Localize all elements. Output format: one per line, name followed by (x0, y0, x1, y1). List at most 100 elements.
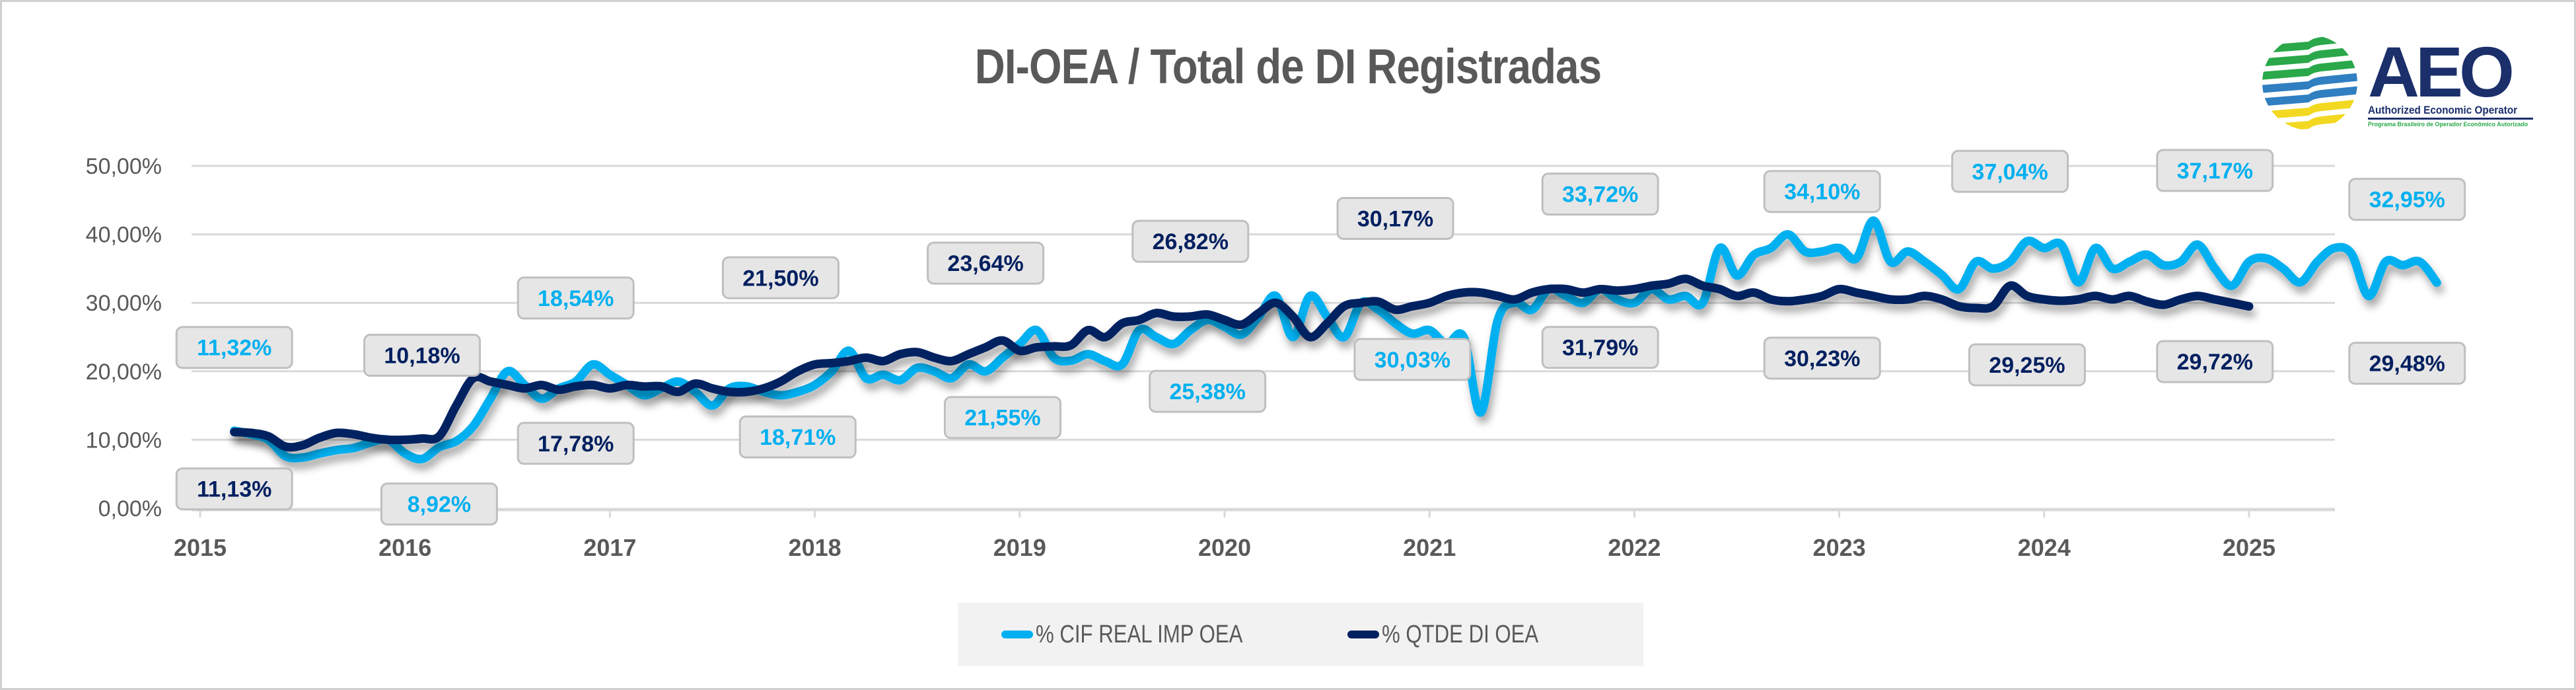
x-tick-label: 2015 (174, 534, 227, 561)
data-label: 29,48% (2348, 342, 2466, 385)
data-label-text: 31,79% (1562, 336, 1638, 361)
data-label-text: 23,64% (947, 251, 1023, 276)
data-label-text: 25,38% (1169, 379, 1245, 404)
logo-main-text: AEO (2368, 32, 2515, 112)
logo-rule (2368, 118, 2533, 120)
data-label-box (738, 415, 857, 459)
data-label-text: 18,71% (760, 425, 836, 450)
data-label-box (1968, 343, 2086, 387)
data-label-text: 30,03% (1375, 348, 1450, 373)
globe-stripes-icon (2262, 35, 2357, 130)
data-label-box (927, 241, 1045, 285)
data-label: 11,32% (175, 326, 293, 369)
data-label: 17,78% (517, 422, 635, 465)
data-label: 18,71% (738, 415, 857, 459)
globe-stripe (2262, 46, 2357, 67)
data-label-box (1763, 170, 1881, 213)
data-label-text: 29,48% (2369, 352, 2445, 377)
data-label: 30,17% (1336, 196, 1454, 240)
data-label-text: 10,18% (384, 344, 460, 369)
data-label-box (943, 396, 1061, 440)
legend-swatch-qtde (1347, 631, 1379, 638)
x-tick-label: 2022 (1608, 534, 1661, 561)
data-label-box (517, 422, 635, 465)
data-label-box (1336, 196, 1454, 240)
x-tick-label: 2021 (1403, 534, 1456, 561)
x-tick-label: 2025 (2223, 534, 2275, 561)
legend-label-qtde: % QTDE DI OEA (1382, 620, 1539, 648)
x-tick-label: 2018 (789, 534, 841, 561)
data-label: 34,10% (1763, 170, 1881, 213)
data-label: 21,55% (943, 396, 1061, 440)
data-label-text: 21,55% (964, 406, 1040, 431)
data-label-text: 32,95% (2369, 188, 2445, 213)
legend-item-cif[interactable]: % CIF REAL IMP OEA (1001, 603, 1288, 666)
series-line-cif (230, 216, 2441, 464)
data-label-box (175, 326, 293, 369)
logo-tagline: Programa Brasileiro de Operador Econômic… (2368, 121, 2528, 128)
chart-title: DI-OEA / Total de DI Registradas (974, 39, 1602, 94)
data-label-text: 8,92% (408, 492, 471, 518)
data-label-box (363, 334, 482, 377)
legend-item-qtde[interactable]: % QTDE DI OEA (1347, 603, 1573, 666)
x-tick-label: 2019 (993, 534, 1046, 561)
data-label-text: 37,04% (1972, 159, 2048, 184)
data-label-box (1149, 369, 1267, 413)
data-label: 37,17% (2156, 149, 2274, 192)
x-tick-label: 2023 (1813, 534, 1866, 561)
globe-stripe (2262, 85, 2357, 106)
data-label: 30,03% (1353, 338, 1472, 381)
data-label-box (1763, 336, 1881, 380)
data-label-text: 34,10% (1784, 180, 1860, 205)
data-label: 31,79% (1541, 326, 1659, 369)
series-line-qtde (230, 274, 2254, 452)
x-tick-label: 2017 (583, 534, 636, 561)
data-label: 11,13% (175, 467, 293, 511)
y-axis-ticks: 0,00% 10,00% 20,00% 30,00% 40,00% 50,00% (86, 154, 162, 521)
y-tick-label: 0,00% (98, 496, 162, 521)
globe-stripe (2262, 72, 2357, 93)
data-label: 10,18% (363, 334, 482, 377)
data-label-box (2156, 340, 2274, 383)
data-label: 29,72% (2156, 340, 2274, 383)
data-label-text: 17,78% (538, 432, 614, 457)
legend-label-cif: % CIF REAL IMP OEA (1036, 620, 1243, 648)
logo-subtitle: Authorized Economic Operator (2368, 104, 2518, 116)
line-chart: 0,00% 10,00% 20,00% 30,00% 40,00% 50,00% 2015… (86, 149, 2466, 561)
legend-swatch-cif (1001, 631, 1033, 638)
data-label-box (380, 482, 498, 526)
series-lines (230, 216, 2441, 464)
data-label: 33,72% (1541, 172, 1659, 216)
data-label-box (2156, 149, 2274, 192)
data-label-text: 18,54% (538, 286, 614, 311)
x-tick-label: 2024 (2018, 534, 2071, 561)
data-label-text: 33,72% (1562, 182, 1638, 208)
data-label: 18,54% (517, 276, 635, 320)
y-tick-label: 40,00% (86, 223, 162, 248)
y-tick-label: 50,00% (86, 154, 162, 179)
data-label-box (2348, 342, 2466, 385)
aeo-logo: AEO Authorized Economic Operator Program… (2262, 30, 2540, 135)
data-label-text: 26,82% (1153, 229, 1229, 254)
y-tick-label: 20,00% (86, 360, 162, 385)
data-label-box (1131, 219, 1250, 263)
data-label-text: 29,72% (2177, 350, 2253, 375)
data-label: 29,25% (1968, 343, 2086, 387)
data-label-text: 11,13% (197, 477, 271, 502)
data-label: 26,82% (1131, 219, 1250, 263)
data-label: 37,04% (1951, 149, 2069, 193)
data-label-box (517, 276, 635, 320)
data-label-box (1353, 338, 1472, 381)
legend: % CIF REAL IMP OEA % QTDE DI OEA (958, 603, 1643, 666)
data-label-text: 29,25% (1989, 353, 2065, 378)
y-tick-label: 30,00% (86, 291, 162, 316)
data-label-text: 30,23% (1784, 346, 1860, 371)
data-label-text: 30,17% (1357, 206, 1433, 231)
globe-stripe (2262, 59, 2357, 80)
x-tick-label: 2020 (1198, 534, 1251, 561)
data-label: 30,23% (1763, 336, 1881, 380)
y-tick-label: 10,00% (86, 428, 162, 453)
data-label-box (1541, 172, 1659, 216)
globe-stripe (2262, 98, 2357, 120)
data-label-text: 21,50% (742, 266, 818, 291)
